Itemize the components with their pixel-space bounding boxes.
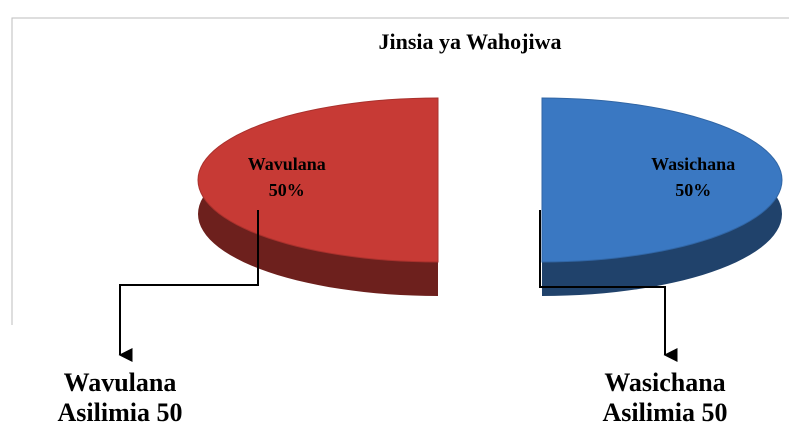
annotation: Wasichana: [604, 368, 725, 397]
annotation: Asilimia 50: [603, 398, 728, 427]
slice-value-label: 50%: [269, 180, 305, 200]
arrow: [539, 210, 678, 362]
slice: [197, 97, 439, 296]
slice-value-label: 50%: [675, 180, 711, 200]
annotation: Asilimia 50: [58, 398, 183, 427]
slice-label: Wavulana: [248, 154, 326, 174]
arrow: [118, 210, 259, 362]
slice-label: Wasichana: [651, 154, 735, 174]
pie: [197, 97, 783, 296]
chart-title: Jinsia ya Wahojiwa: [379, 29, 562, 54]
frame: [11, 17, 789, 325]
annotation: Wavulana: [64, 368, 177, 397]
slice-top: [541, 97, 783, 263]
slice: [541, 97, 783, 296]
